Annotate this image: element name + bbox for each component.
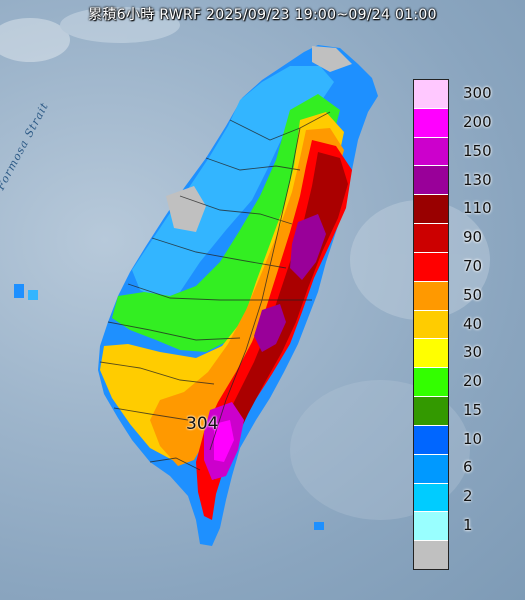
legend-swatch bbox=[414, 541, 448, 570]
legend-swatch bbox=[414, 339, 448, 369]
legend-swatch bbox=[414, 454, 448, 484]
legend-swatch bbox=[414, 512, 448, 542]
legend-swatch bbox=[414, 281, 448, 311]
legend-label: 150 bbox=[463, 141, 492, 160]
legend-label: 90 bbox=[463, 228, 483, 247]
zone-purple-central bbox=[254, 304, 286, 352]
legend-label: 40 bbox=[463, 314, 483, 333]
legend-label: 10 bbox=[463, 429, 483, 448]
legend-swatch bbox=[414, 368, 448, 398]
legend-label: 20 bbox=[463, 372, 483, 391]
zone-green bbox=[112, 94, 340, 352]
legend-label: 2 bbox=[463, 487, 473, 506]
county-boundaries bbox=[99, 111, 331, 471]
zone-gray-north bbox=[312, 46, 352, 72]
zone-purple-north bbox=[290, 214, 326, 280]
legend-label: 130 bbox=[463, 170, 492, 189]
legend-swatch bbox=[414, 108, 448, 138]
max-rainfall-label: 304 bbox=[186, 414, 219, 434]
legend-swatch bbox=[414, 137, 448, 167]
zone-magenta-core bbox=[214, 420, 234, 462]
legend-label: 300 bbox=[463, 84, 492, 103]
legend-swatch bbox=[414, 195, 448, 225]
penghu-island-2 bbox=[28, 290, 38, 300]
legend-label: 1 bbox=[463, 515, 473, 534]
legend-label: 70 bbox=[463, 256, 483, 275]
legend-swatch bbox=[414, 397, 448, 426]
zone-light-blue bbox=[132, 66, 334, 300]
legend-swatch bbox=[414, 224, 448, 253]
legend-swatch bbox=[414, 252, 448, 282]
legend-swatch-column bbox=[413, 79, 449, 570]
legend-label: 30 bbox=[463, 343, 483, 362]
green-island bbox=[314, 522, 324, 530]
penghu-island bbox=[14, 284, 24, 298]
rainfall-legend: 300 200 150 130 110 90 70 50 40 30 20 15 10 6 2 1 bbox=[413, 79, 503, 570]
legend-label: 15 bbox=[463, 400, 483, 419]
legend-swatch bbox=[414, 166, 448, 196]
legend-label: 200 bbox=[463, 113, 492, 132]
legend-swatch bbox=[414, 80, 448, 109]
map-title: 累積6小時 RWRF 2025/09/23 19:00~09/24 01:00 bbox=[88, 7, 437, 23]
legend-label: 110 bbox=[463, 199, 492, 218]
legend-swatch bbox=[414, 310, 448, 340]
legend-label: 6 bbox=[463, 458, 473, 477]
legend-swatch bbox=[414, 483, 448, 513]
zone-gray-west bbox=[166, 186, 206, 232]
legend-label: 50 bbox=[463, 285, 483, 304]
legend-swatch bbox=[414, 425, 448, 455]
